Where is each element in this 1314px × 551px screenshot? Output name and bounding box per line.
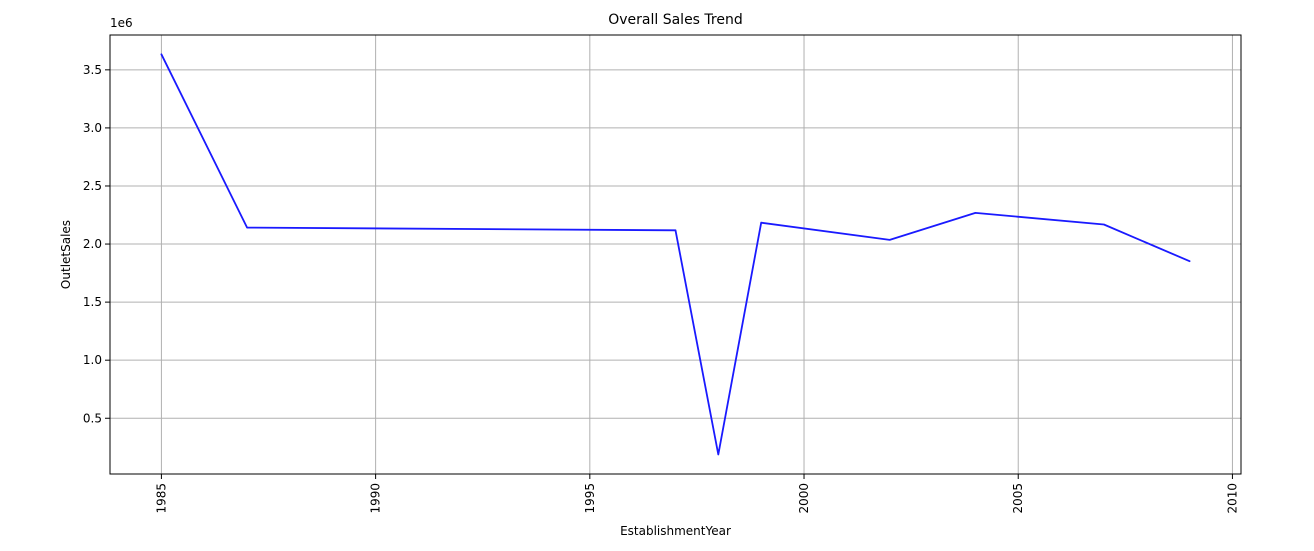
y-tick-label: 1.5 — [83, 295, 102, 309]
plot-frame — [109, 34, 1242, 475]
x-tick-label: 2010 — [1225, 483, 1239, 514]
y-tick-label: 2.0 — [83, 237, 102, 251]
y-tick-label: 1.0 — [83, 353, 102, 367]
x-tick-label: 1990 — [369, 483, 383, 514]
x-tick-label: 2000 — [797, 483, 811, 514]
x-tick-label: 2005 — [1011, 483, 1025, 514]
series-line — [160, 53, 1191, 456]
x-tick-label: 1985 — [154, 483, 168, 514]
grid-lines — [110, 35, 1241, 474]
x-axis-ticks: 1985 1990 1995 2000 2005 2010 — [154, 474, 1239, 514]
y-axis-ticks: 0.5 1.0 1.5 2.0 2.5 3.0 3.5 — [83, 63, 110, 425]
y-tick-label: 0.5 — [83, 411, 102, 425]
y-axis-offset-label: 1e6 — [110, 16, 133, 30]
x-tick-label: 1995 — [583, 483, 597, 514]
series-line-layer — [160, 53, 1191, 456]
y-axis-label: OutletSales — [59, 220, 73, 289]
y-tick-label: 3.0 — [83, 121, 102, 135]
y-tick-label: 3.5 — [83, 63, 102, 77]
chart-title: Overall Sales Trend — [608, 12, 743, 28]
x-axis-label: EstablishmentYear — [620, 524, 731, 538]
y-tick-label: 2.5 — [83, 179, 102, 193]
